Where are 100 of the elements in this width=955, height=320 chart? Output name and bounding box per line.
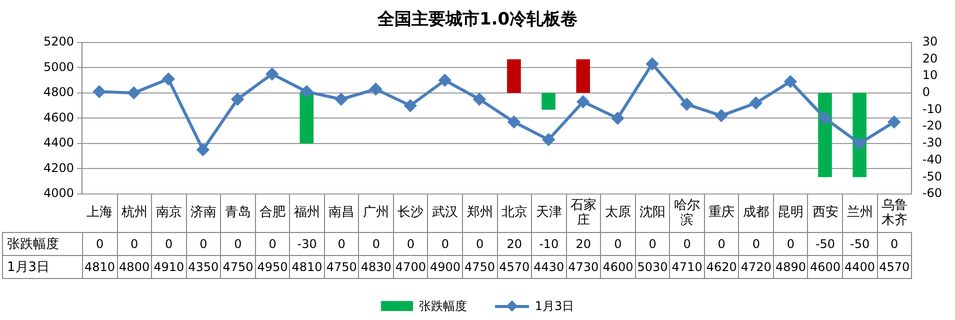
data-label: 4620 xyxy=(704,255,739,278)
point xyxy=(577,96,590,108)
data-label: 0 xyxy=(186,232,221,255)
point xyxy=(162,73,174,86)
y2-tick-label: -10 xyxy=(922,102,942,116)
chart-title: 全国主要城市1.0冷轧板卷 xyxy=(376,10,578,30)
x-tick-label: 郑州 xyxy=(462,194,498,232)
data-label: 5030 xyxy=(635,255,670,278)
data-label: 0 xyxy=(117,232,152,255)
legend-label: 1月3日 xyxy=(534,298,574,314)
y-tick-label: 4800 xyxy=(43,85,74,100)
data-label: 4950 xyxy=(255,255,290,278)
legend-label: 张跌幅度 xyxy=(418,298,467,314)
y2-tick-label: 20 xyxy=(922,51,938,66)
point xyxy=(542,134,555,146)
data-label: 0 xyxy=(255,232,290,255)
point xyxy=(370,83,382,96)
x-tick-label: 福州 xyxy=(290,194,324,232)
point xyxy=(438,74,451,86)
data-label: 0 xyxy=(670,232,704,255)
x-tick-label: 青岛 xyxy=(220,194,256,232)
data-label: 4570 xyxy=(497,255,532,278)
data-label: 0 xyxy=(82,232,118,255)
data-label: 4750 xyxy=(462,255,498,278)
data-label: 4400 xyxy=(842,255,878,278)
x-tick-label: 合肥 xyxy=(255,194,290,232)
y-tick-label: 5000 xyxy=(43,60,74,74)
x-tick-label: 济南 xyxy=(186,194,221,232)
data-label: 0 xyxy=(704,232,739,255)
x-tick-label: 兰州 xyxy=(842,194,878,232)
data-label: 0 xyxy=(600,232,636,255)
y2-tick-label: -20 xyxy=(922,118,942,133)
point xyxy=(715,110,728,122)
data-label: 4810 xyxy=(290,255,324,278)
point xyxy=(93,86,106,98)
data-label: 4750 xyxy=(220,255,256,278)
y2-tick-label: 30 xyxy=(922,34,938,49)
data-label: 0 xyxy=(324,232,359,255)
data-label: 4890 xyxy=(773,255,808,278)
data-label: 0 xyxy=(220,232,256,255)
x-tick-label: 重庆 xyxy=(704,194,739,232)
y2-tick-label: 10 xyxy=(922,68,938,82)
x-tick-label: 广州 xyxy=(358,194,394,232)
data-label: 4710 xyxy=(670,255,704,278)
data-label: 0 xyxy=(635,232,670,255)
data-label: 4570 xyxy=(877,255,912,278)
point xyxy=(266,68,278,80)
point xyxy=(612,112,624,124)
text: 张跌幅度 xyxy=(7,236,59,252)
y2-tick-label: -30 xyxy=(922,136,942,150)
data-label: 4350 xyxy=(186,255,221,278)
x-tick-label: 西安 xyxy=(808,194,843,232)
point xyxy=(680,98,693,110)
data-label: 4430 xyxy=(532,255,566,278)
data-label: 0 xyxy=(462,232,498,255)
y-tick-label: 4600 xyxy=(43,110,74,124)
x-tick-label: 太原 xyxy=(600,194,636,232)
data-label: 4900 xyxy=(428,255,463,278)
point xyxy=(750,97,762,110)
y-tick-label: 4400 xyxy=(43,136,74,150)
x-tick-label: 北京 xyxy=(497,194,532,232)
data-label: 0 xyxy=(738,232,774,255)
y-tick-label: 5200 xyxy=(43,34,74,49)
x-tick-label: 石家庄 xyxy=(566,194,601,232)
data-label: 0 xyxy=(152,232,186,255)
y2-tick-label: -40 xyxy=(922,152,942,166)
x-tick-label: 天津 xyxy=(532,194,566,232)
data-label: 0 xyxy=(877,232,912,255)
data-label: -30 xyxy=(290,232,324,255)
data-label: -50 xyxy=(842,232,878,255)
point xyxy=(232,93,244,106)
y-tick-label: 4000 xyxy=(43,186,74,200)
y-tick-label: 4200 xyxy=(43,160,74,175)
point xyxy=(404,100,416,112)
x-tick-label: 成都 xyxy=(738,194,774,232)
x-tick-label: 南昌 xyxy=(324,194,359,232)
data-label: 0 xyxy=(773,232,808,255)
x-tick-label: 武汉 xyxy=(428,194,463,232)
data-label: 0 xyxy=(428,232,463,255)
point xyxy=(128,86,140,99)
point xyxy=(784,76,796,88)
data-label: 4810 xyxy=(82,255,118,278)
data-label: -50 xyxy=(808,232,843,255)
x-tick-label: 乌鲁木齐 xyxy=(877,194,912,232)
y2-tick-label: -50 xyxy=(922,169,942,184)
data-label: 0 xyxy=(393,232,428,255)
data-label: 4720 xyxy=(738,255,774,278)
x-tick-label: 昆明 xyxy=(773,194,808,232)
data-label: 20 xyxy=(566,232,601,255)
x-tick-label: 杭州 xyxy=(117,194,152,232)
data-label: 4600 xyxy=(808,255,843,278)
data-label: 4800 xyxy=(117,255,152,278)
data-label: 0 xyxy=(358,232,394,255)
x-tick-label: 哈尔滨 xyxy=(670,194,704,232)
point xyxy=(888,116,900,128)
x-tick-label: 长沙 xyxy=(393,194,428,232)
data-label: 4910 xyxy=(152,255,186,278)
data-label: 4600 xyxy=(600,255,636,278)
data-label: 20 xyxy=(497,232,532,255)
data-label: 4830 xyxy=(358,255,394,278)
